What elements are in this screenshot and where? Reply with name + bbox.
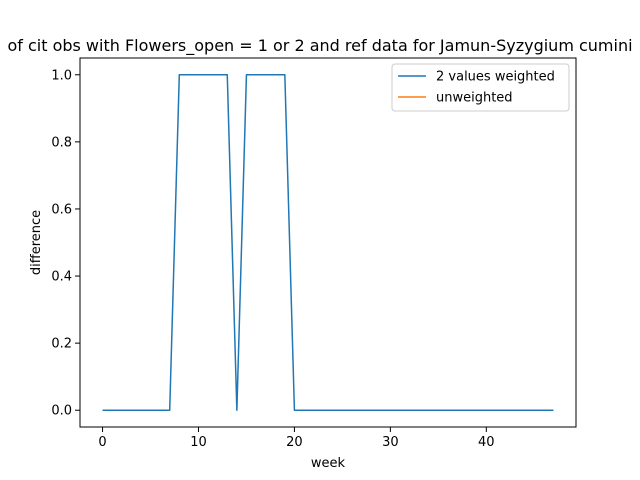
legend-label-unweighted: unweighted	[436, 91, 513, 106]
y-tick-label: 0.0	[51, 404, 72, 419]
x-tick-label: 0	[98, 435, 106, 450]
legend-box	[391, 63, 570, 112]
x-tick-label: 30	[382, 435, 399, 450]
y-axis-ticks: 0.0 0.2 0.4 0.6 0.8 1.0	[51, 68, 80, 419]
y-tick-label: 0.4	[51, 270, 72, 285]
y-tick-label: 0.6	[51, 202, 72, 217]
y-tick-label: 0.8	[51, 135, 72, 150]
legend: 2 values weighted unweighted	[391, 63, 570, 112]
y-axis-label: difference	[29, 210, 44, 275]
plot-area	[79, 57, 577, 428]
axes-frame	[79, 57, 577, 428]
x-tick-label: 20	[286, 435, 303, 450]
x-tick-label: 40	[478, 435, 495, 450]
x-tick-label: 10	[190, 435, 207, 450]
series-layer	[102, 74, 554, 411]
x-axis-ticks: 0 10 20 30 40	[98, 427, 495, 450]
y-tick-label: 0.2	[51, 337, 72, 352]
y-tick-label: 1.0	[51, 68, 72, 83]
series-line-weighted	[102, 74, 554, 411]
chart-title: of cit obs with Flowers_open = 1 or 2 an…	[7, 36, 632, 56]
x-axis-label: week	[311, 456, 346, 471]
legend-label-weighted: 2 values weighted	[436, 70, 555, 85]
